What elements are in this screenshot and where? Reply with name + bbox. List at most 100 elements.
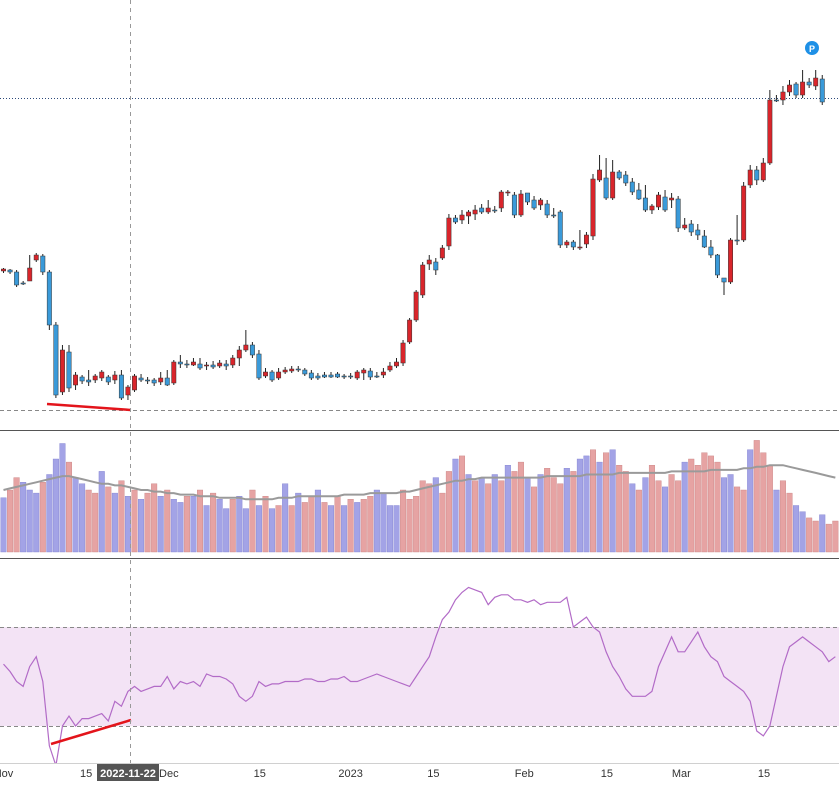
candle-body — [453, 217, 458, 223]
candle-body — [767, 99, 773, 164]
volume-bar — [550, 477, 557, 553]
volume-bar — [72, 477, 79, 553]
x-axis: Nov 15 Dec 15 2023 15 Feb 15 Mar 15 — [0, 763, 839, 785]
candle-body — [289, 368, 295, 372]
volume-bar — [393, 505, 400, 553]
volume-bar — [557, 483, 564, 553]
volume-bar — [314, 489, 321, 553]
candle-body — [348, 375, 354, 378]
candle-body — [367, 370, 373, 378]
volume-bar — [590, 449, 597, 553]
volume-bar — [491, 474, 498, 553]
volume-bar — [301, 502, 308, 553]
candle-body — [682, 224, 688, 229]
candle-body — [498, 191, 504, 209]
volume-bar — [373, 489, 380, 553]
candle-body — [570, 241, 576, 248]
candle-body — [715, 254, 720, 276]
candle-body — [118, 374, 124, 399]
candle-body — [295, 368, 301, 371]
volume-bar — [603, 452, 610, 553]
candle-body — [577, 246, 583, 249]
signal-badge — [805, 41, 819, 55]
rsi-pane — [0, 586, 839, 766]
candle-body — [420, 264, 426, 296]
candle-body — [73, 374, 78, 386]
candle-body — [79, 376, 85, 382]
candle-body — [276, 371, 282, 379]
x-tick-label: 15 — [254, 768, 266, 780]
volume-bar — [734, 486, 741, 553]
volume-bar — [52, 458, 59, 553]
volume-bar — [39, 482, 46, 553]
candle-body — [734, 239, 740, 242]
crosshair-overlay: 2022-11-22 — [97, 0, 159, 781]
x-tick-label: 15 — [758, 768, 770, 780]
volume-bar — [498, 480, 505, 553]
volume-bar — [747, 449, 754, 553]
volume-bar — [65, 461, 72, 553]
candle-body — [125, 386, 131, 396]
candle-body — [479, 207, 485, 213]
volume-bar — [609, 449, 616, 553]
candle-body — [99, 371, 105, 379]
volume-bar — [196, 489, 203, 553]
candle-body — [27, 267, 33, 282]
volume-bar — [445, 471, 452, 553]
candle-body — [747, 169, 753, 186]
candle-body — [40, 255, 46, 273]
candle-body — [20, 282, 26, 285]
candle-body — [590, 178, 596, 237]
candle-body — [46, 271, 52, 326]
candle-body — [7, 269, 13, 273]
volume-bar — [707, 455, 714, 553]
volume-bar — [210, 492, 217, 553]
volume-bar — [92, 492, 99, 553]
x-tick-label: Feb — [515, 768, 534, 780]
volume-bar — [354, 502, 361, 553]
volume-bar — [105, 486, 112, 553]
volume-bar — [668, 474, 675, 553]
candle-body — [656, 194, 661, 208]
candle-body — [322, 374, 327, 378]
candle-body — [511, 194, 517, 216]
volume-ma-line — [3, 464, 836, 501]
candle-body — [688, 223, 694, 233]
candle-body — [518, 193, 524, 216]
candle-body — [60, 349, 65, 393]
rsi-line — [3, 586, 836, 766]
volume-bar — [419, 480, 426, 553]
candle-body — [53, 324, 59, 396]
candle-body — [610, 171, 616, 199]
volume-bar — [531, 486, 538, 553]
candle-body — [263, 371, 268, 377]
candle-body — [793, 83, 799, 96]
volume-bar — [740, 489, 747, 553]
candle-body — [394, 361, 399, 367]
candle-body — [191, 361, 196, 366]
candle-body — [66, 351, 72, 389]
candle-body — [708, 246, 714, 256]
candle-body — [413, 291, 419, 321]
candle-body — [544, 203, 550, 216]
x-tick-label: Mar — [672, 768, 691, 780]
volume-bar — [13, 477, 20, 553]
volume-bar — [295, 492, 302, 553]
candle-body — [525, 192, 530, 203]
candle-body — [223, 363, 229, 367]
candle-body — [741, 185, 747, 241]
candle-body — [328, 374, 334, 378]
candle-body — [616, 171, 622, 179]
candle-body — [603, 177, 609, 199]
candle-body — [151, 379, 157, 384]
candle-body — [315, 375, 321, 379]
volume-bar — [26, 489, 33, 553]
volume-bar — [85, 489, 92, 553]
volume-bar — [688, 458, 695, 553]
candle-body — [33, 254, 39, 261]
candle-body — [773, 99, 779, 102]
candle-body — [669, 197, 675, 201]
candle-body — [564, 241, 570, 246]
